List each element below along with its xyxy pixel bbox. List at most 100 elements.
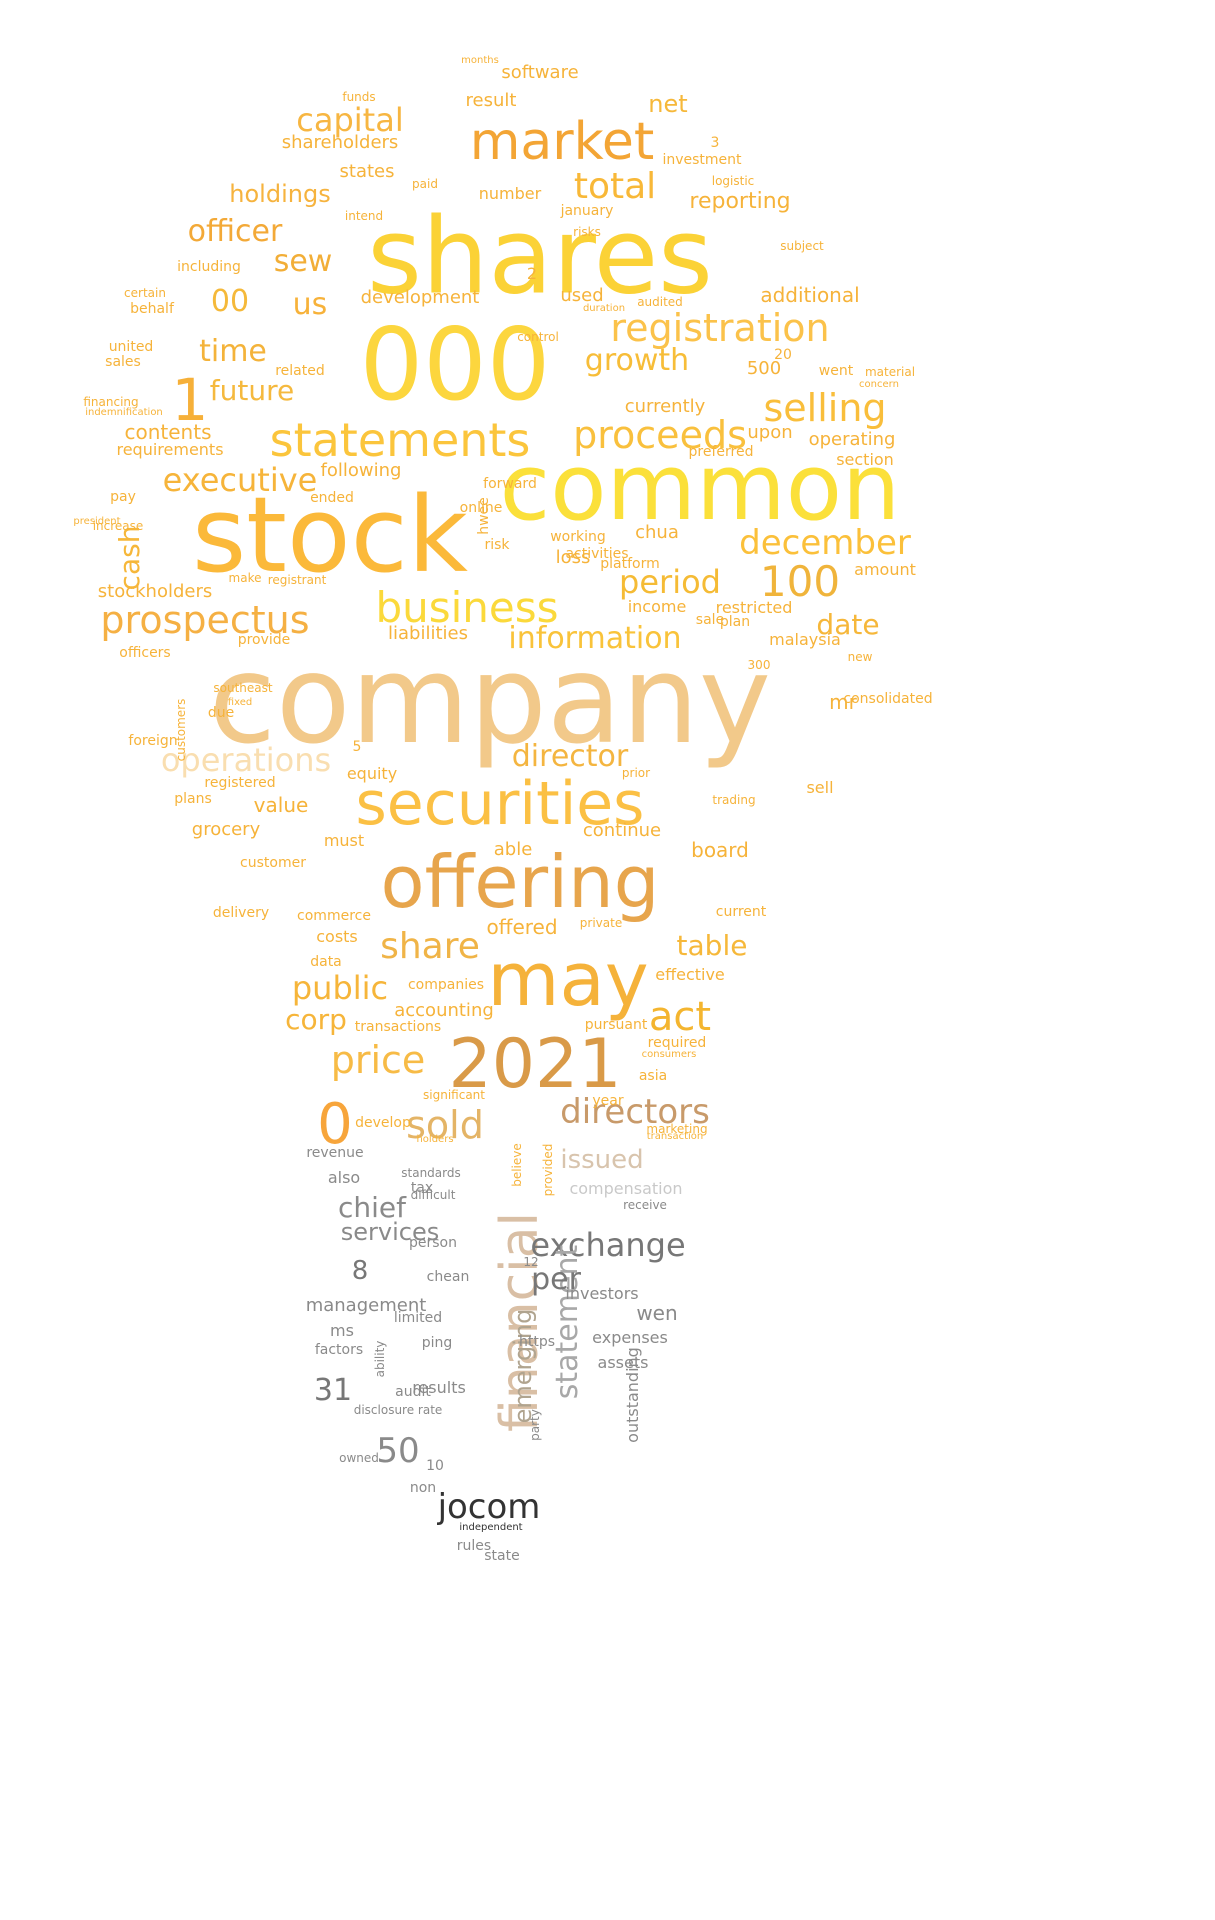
cloud-word: stock	[192, 474, 468, 596]
cloud-word: liabilities	[388, 623, 468, 644]
cloud-word: total	[573, 166, 657, 207]
cloud-word: securities	[355, 769, 645, 839]
cloud-word: state	[484, 1548, 520, 1564]
cloud-word: customers	[174, 698, 188, 762]
cloud-word: table	[676, 929, 748, 962]
cloud-word: receive	[623, 1198, 667, 1212]
cloud-word: 20	[774, 347, 792, 363]
cloud-word: 5	[352, 739, 362, 755]
cloud-word: year	[592, 1093, 624, 1109]
cloud-word: management	[305, 1295, 427, 1316]
cloud-word: independent	[459, 1522, 523, 1533]
cloud-word: 12	[523, 1255, 539, 1269]
cloud-word: sale	[695, 612, 725, 628]
cloud-word: proceeds	[573, 413, 747, 457]
cloud-word: private	[579, 916, 623, 930]
cloud-word: executive	[162, 461, 318, 499]
cloud-word: grocery	[191, 819, 261, 840]
cloud-word: factors	[314, 1342, 364, 1358]
cloud-word: chean	[426, 1269, 470, 1285]
cloud-word: result	[465, 90, 517, 111]
cloud-word: software	[501, 62, 579, 83]
cloud-word: including	[177, 259, 241, 275]
cloud-word: 500	[746, 358, 782, 379]
cloud-word: additional	[760, 283, 860, 307]
cloud-word: 0	[317, 1092, 353, 1157]
cloud-word: prospectus	[100, 598, 310, 642]
cloud-word: emerging	[509, 1308, 537, 1424]
cloud-word: sold	[406, 1103, 484, 1147]
cloud-word: public	[291, 969, 389, 1007]
cloud-word: person	[409, 1235, 457, 1251]
cloud-word: consumers	[641, 1049, 697, 1060]
cloud-word: data	[310, 954, 342, 970]
cloud-word: indemnification	[85, 407, 163, 418]
cloud-word: officer	[187, 214, 283, 249]
cloud-word: january	[560, 203, 614, 219]
cloud-word: registered	[204, 775, 276, 791]
cloud-word: activities	[565, 546, 629, 562]
cloud-word: us	[292, 287, 328, 322]
cloud-word: time	[199, 334, 267, 369]
cloud-word: provided	[541, 1143, 555, 1197]
cloud-word: following	[320, 460, 402, 481]
cloud-word: certain	[124, 286, 166, 300]
cloud-word: director	[511, 739, 629, 774]
cloud-word: difficult	[410, 1188, 456, 1202]
cloud-word: intend	[344, 209, 384, 223]
cloud-word: currently	[624, 396, 706, 417]
cloud-word: new	[847, 650, 873, 664]
cloud-word: went	[818, 363, 854, 379]
cloud-word: number	[478, 184, 542, 203]
cloud-word: malaysia	[769, 630, 841, 649]
cloud-word: working	[550, 529, 606, 545]
cloud-word: net	[648, 90, 688, 118]
cloud-word: southeast	[213, 681, 273, 695]
cloud-word: officers	[119, 645, 171, 661]
cloud-word: used	[560, 285, 604, 306]
cloud-word: required	[647, 1035, 707, 1051]
cloud-word: corp	[285, 1003, 347, 1036]
cloud-word: sew	[273, 244, 333, 279]
cloud-word: transaction	[646, 1131, 704, 1142]
cloud-word: ended	[310, 490, 354, 506]
cloud-word: audited	[637, 295, 683, 309]
cloud-word: plan	[719, 614, 751, 630]
cloud-word: outstanding	[623, 1347, 642, 1443]
cloud-word: forward	[483, 476, 537, 492]
cloud-word: 31	[313, 1373, 353, 1408]
cloud-word: 1	[171, 366, 209, 434]
cloud-word: president	[73, 516, 121, 527]
cloud-word: rules	[456, 1538, 492, 1554]
cloud-word: marketing	[646, 1122, 708, 1136]
cloud-word: risk	[484, 537, 510, 553]
cloud-word: loss	[555, 547, 591, 568]
cloud-word: able	[493, 839, 533, 860]
cloud-word: 8	[351, 1256, 369, 1286]
cloud-word: holders	[416, 1134, 454, 1145]
cloud-word: market	[469, 112, 655, 172]
cloud-word: restricted	[715, 598, 793, 617]
cloud-word: pursuant	[584, 1017, 648, 1033]
cloud-word: issued	[560, 1145, 644, 1175]
cloud-word: assets	[597, 1353, 649, 1372]
cloud-word: exchange	[530, 1226, 686, 1264]
cloud-word: plans	[174, 791, 212, 807]
cloud-word: sell	[806, 778, 834, 797]
cloud-word: non	[409, 1480, 437, 1496]
cloud-word: disclosure rate	[353, 1403, 443, 1417]
cloud-word: sales	[105, 354, 141, 370]
cloud-word: operations	[160, 741, 332, 779]
cloud-word: related	[275, 363, 325, 379]
cloud-word: amount	[854, 560, 916, 579]
cloud-word: may	[487, 937, 649, 1023]
cloud-word: online	[459, 500, 503, 516]
cloud-word: subject	[780, 239, 824, 253]
cloud-word: services	[340, 1218, 440, 1246]
cloud-word: price	[330, 1038, 426, 1082]
cloud-word: upon	[747, 422, 793, 443]
cloud-word: ms	[330, 1321, 354, 1340]
cloud-word: effective	[655, 965, 725, 984]
cloud-word: information	[508, 621, 682, 656]
cloud-word: increase	[92, 519, 144, 533]
